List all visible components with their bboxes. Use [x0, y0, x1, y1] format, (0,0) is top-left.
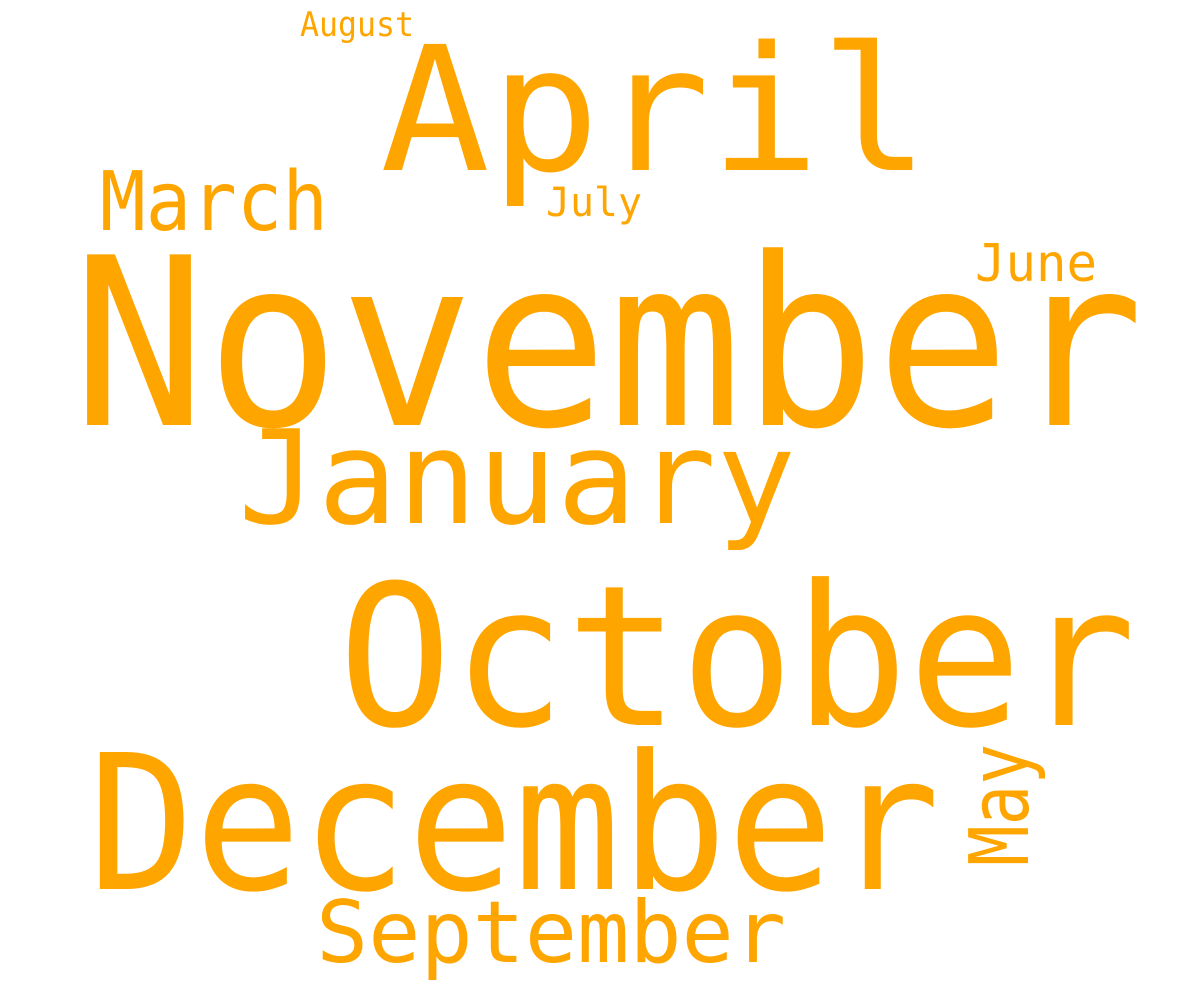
word-march: March: [100, 155, 328, 250]
word-october: October: [338, 544, 1136, 772]
word-june: June: [975, 234, 1097, 294]
word-september: September: [316, 883, 786, 983]
word-july: July: [546, 180, 642, 226]
word-august: August: [300, 5, 414, 45]
word-april: April: [380, 9, 930, 211]
word-december: December: [88, 715, 940, 934]
word-november: November: [72, 209, 1144, 481]
word-january: January: [238, 402, 796, 554]
word-may: May: [953, 744, 1048, 866]
